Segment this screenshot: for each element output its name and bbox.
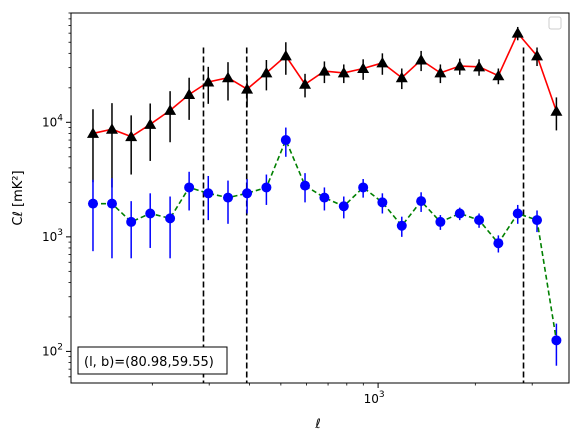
circle-point [106, 198, 117, 209]
circle-point [435, 216, 446, 227]
y-axis-label: Cℓ [mK²] [11, 170, 26, 225]
series-layer [86, 26, 563, 366]
triangle-point [453, 60, 466, 71]
circle-point [222, 192, 233, 203]
annotation-text: (l, b)=(80.98,59.55) [84, 355, 214, 370]
circle-point [261, 182, 272, 193]
triangle-point [473, 60, 486, 72]
triangle-point [531, 49, 544, 61]
triangle-point [260, 66, 273, 78]
circle-point [493, 238, 504, 249]
y-tick-label-exponent: 2 [57, 342, 63, 352]
circle-point [87, 198, 98, 209]
circle-point [358, 182, 369, 193]
annotation-box: (l, b)=(80.98,59.55) [77, 346, 228, 375]
triangle-point [144, 118, 157, 129]
circle-point [126, 216, 137, 227]
triangle-point [511, 27, 524, 38]
series-2 [87, 127, 562, 366]
triangle-point [164, 104, 177, 115]
circle-point [512, 208, 523, 219]
triangle-point [357, 62, 370, 73]
circle-point [184, 182, 195, 193]
circle-point [416, 196, 427, 207]
legend-box [548, 16, 562, 30]
circle-point [242, 188, 253, 199]
circle-point [165, 213, 176, 224]
circle-point [396, 220, 407, 231]
triangle-point [125, 130, 138, 142]
triangle-point [279, 49, 292, 61]
circle-point [377, 197, 388, 208]
x-axis-label: ℓ [314, 417, 320, 432]
triangle-point [86, 127, 99, 138]
triangle-point [492, 69, 505, 81]
triangle-point [183, 88, 196, 99]
circle-point [145, 208, 156, 219]
annotation-frame [77, 346, 228, 375]
x-tick-label-exponent: 3 [379, 390, 385, 400]
triangle-point [434, 66, 447, 78]
triangle-point [241, 83, 254, 94]
series-1 [86, 26, 563, 188]
triangle-point [376, 56, 389, 68]
triangle-point [550, 105, 563, 116]
circle-point [338, 201, 349, 212]
triangle-point [337, 66, 350, 78]
triangle-point [105, 123, 118, 134]
circle-point [532, 215, 543, 226]
triangle-point [318, 65, 331, 76]
y-tick-label-exponent: 4 [57, 113, 63, 123]
circle-point [551, 335, 562, 346]
circle-point [300, 180, 311, 191]
triangle-point [299, 78, 312, 89]
plot-frame [70, 12, 570, 384]
circle-point [454, 208, 465, 219]
triangle-point [202, 75, 215, 87]
legend-empty-frame [548, 16, 562, 30]
circle-point [203, 188, 214, 199]
triangle-point [395, 71, 408, 83]
triangle-point [415, 53, 428, 65]
circle-point [474, 215, 485, 226]
triangle-point [221, 71, 234, 83]
circle-point [319, 192, 330, 203]
y-tick-label-exponent: 3 [57, 228, 63, 238]
circle-point [280, 135, 291, 146]
